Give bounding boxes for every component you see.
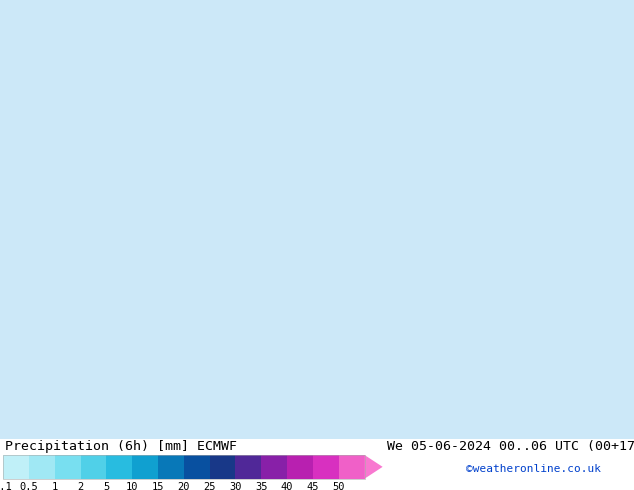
Text: 1: 1 <box>51 482 58 490</box>
Text: 40: 40 <box>281 482 294 490</box>
Bar <box>3 455 365 479</box>
Text: 50: 50 <box>332 482 345 490</box>
Bar <box>313 455 339 479</box>
Text: 20: 20 <box>178 482 190 490</box>
Bar <box>287 455 313 479</box>
Text: 5: 5 <box>103 482 110 490</box>
Bar <box>55 455 81 479</box>
Text: 15: 15 <box>152 482 164 490</box>
Bar <box>235 455 261 479</box>
Text: Precipitation (6h) [mm] ECMWF: Precipitation (6h) [mm] ECMWF <box>5 440 237 453</box>
Text: 0.1: 0.1 <box>0 482 13 490</box>
Text: 25: 25 <box>204 482 216 490</box>
Text: 35: 35 <box>255 482 268 490</box>
Polygon shape <box>365 455 382 479</box>
Bar <box>133 455 158 479</box>
Text: ©weatheronline.co.uk: ©weatheronline.co.uk <box>466 465 601 474</box>
Bar <box>210 455 235 479</box>
Bar <box>107 455 133 479</box>
Bar <box>81 455 107 479</box>
Bar <box>158 455 184 479</box>
Text: 30: 30 <box>230 482 242 490</box>
Bar <box>339 455 365 479</box>
Text: We 05-06-2024 00..06 UTC (00+174: We 05-06-2024 00..06 UTC (00+174 <box>387 440 634 453</box>
Text: 45: 45 <box>307 482 319 490</box>
Text: 0.5: 0.5 <box>20 482 39 490</box>
Text: 10: 10 <box>126 482 138 490</box>
Bar <box>184 455 210 479</box>
Text: 2: 2 <box>77 482 84 490</box>
Bar <box>29 455 55 479</box>
Bar <box>3 455 29 479</box>
Bar <box>261 455 287 479</box>
